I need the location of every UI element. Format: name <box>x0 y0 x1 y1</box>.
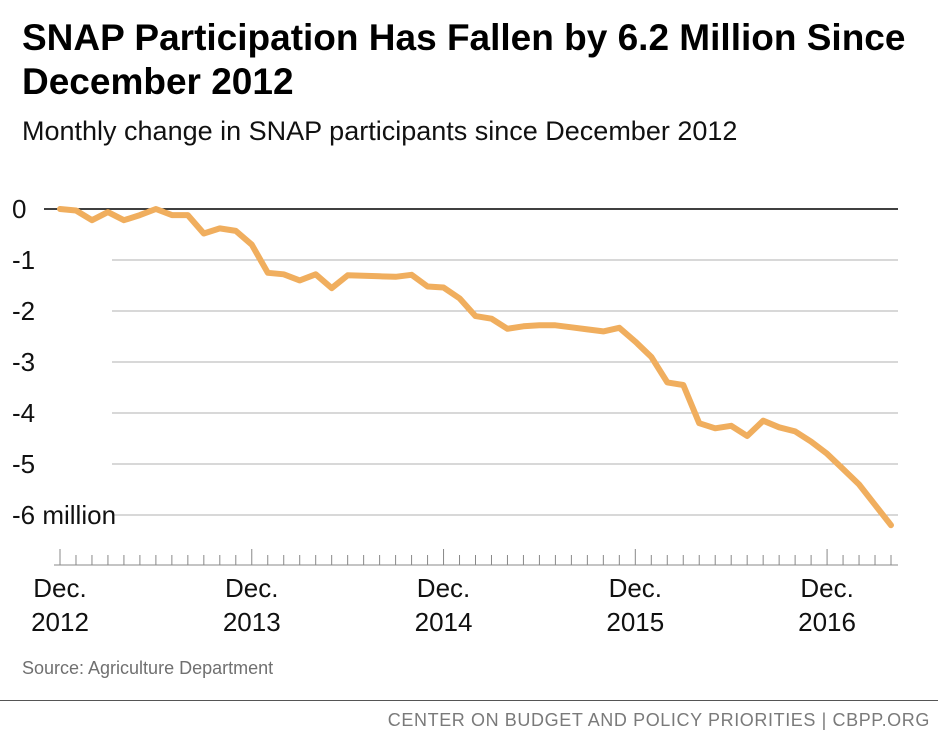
source-note: Source: Agriculture Department <box>22 658 274 678</box>
x-axis <box>54 549 898 566</box>
footer-credit: CENTER ON BUDGET AND POLICY PRIORITIES |… <box>387 710 930 730</box>
x-axis-labels: Dec. 2012 Dec. 2013 Dec. 2014 Dec. 2015 Dec. 2016 <box>31 573 856 637</box>
y-tick-label: 0 <box>12 194 26 224</box>
y-tick-label: -1 <box>12 245 35 275</box>
x-tick-label-month: Dec. <box>33 573 86 603</box>
x-tick-label-month: Dec. <box>225 573 278 603</box>
x-tick-label-month: Dec. <box>609 573 662 603</box>
y-tick-label: -6 million <box>12 500 116 530</box>
footer-divider <box>0 700 938 701</box>
series-line <box>57 206 894 529</box>
x-tick-label-month: Dec. <box>800 573 853 603</box>
y-tick-label: -2 <box>12 296 35 326</box>
chart-subtitle: Monthly change in SNAP participants sinc… <box>22 116 738 146</box>
x-tick-label-year: 2012 <box>31 607 89 637</box>
y-axis-labels: 0 -1 -2 -3 -4 -5 -6 million <box>12 194 116 530</box>
x-tick-label-year: 2014 <box>415 607 473 637</box>
data-series <box>57 206 894 529</box>
x-tick-label-year: 2013 <box>223 607 281 637</box>
y-tick-label: -5 <box>12 449 35 479</box>
x-tick-label-year: 2015 <box>606 607 664 637</box>
y-tick-label: -4 <box>12 398 35 428</box>
gridlines <box>44 208 898 516</box>
y-tick-label: -3 <box>12 347 35 377</box>
line-chart: 0-1-2-3-4-5-6 million Dec.2012Dec.2013De… <box>12 194 898 637</box>
x-tick-label-month: Dec. <box>417 573 470 603</box>
x-tick-label-year: 2016 <box>798 607 856 637</box>
chart-title: SNAP Participation Has Fallen by 6.2 Mil… <box>22 17 906 102</box>
